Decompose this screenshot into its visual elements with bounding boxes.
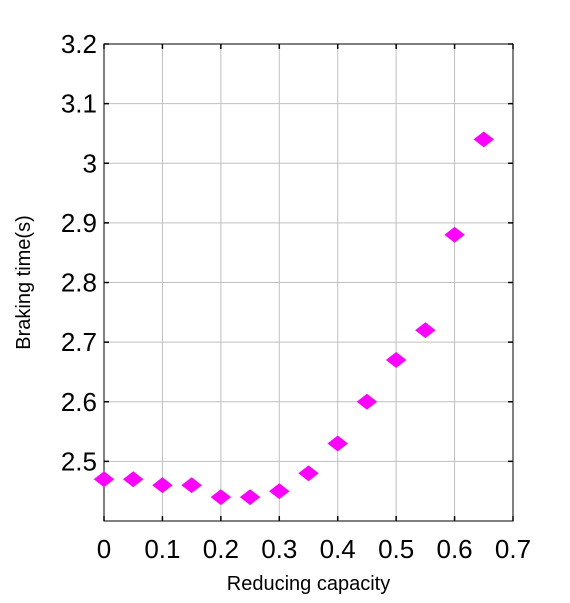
- x-tick-label: 0.7: [495, 534, 531, 564]
- x-tick-label: 0.4: [320, 534, 356, 564]
- data-point: [415, 322, 436, 339]
- y-tick-label: 2.8: [61, 268, 97, 298]
- y-axis-title: Braking time(s): [13, 215, 35, 349]
- data-points: [93, 131, 495, 506]
- data-point: [181, 477, 202, 494]
- y-tick-labels: 2.5 2.6 2.7 2.8 2.9 3 3.1 3.2: [61, 29, 97, 476]
- data-point: [444, 226, 465, 243]
- y-tick-label: 2.7: [61, 327, 97, 357]
- data-point: [152, 477, 173, 494]
- plot-area-frame: [103, 43, 514, 522]
- data-point: [122, 471, 144, 488]
- y-tick-label: 2.5: [61, 446, 97, 476]
- x-axis-title: Reducing capacity: [227, 573, 390, 595]
- x-tick-label: 0.1: [144, 534, 180, 564]
- data-point: [356, 393, 378, 410]
- x-tick-label: 0.3: [261, 534, 297, 564]
- x-tick-labels: 0 0.1 0.2 0.3 0.4 0.5 0.6 0.7: [97, 534, 531, 564]
- data-point: [298, 465, 319, 482]
- y-tick-label: 3.1: [61, 89, 97, 119]
- y-tick-label: 2.6: [61, 387, 97, 417]
- data-point: [269, 483, 290, 500]
- y-tick-label: 3: [83, 148, 97, 178]
- grid-lines: [103, 43, 514, 521]
- data-point: [327, 435, 348, 452]
- x-tick-label: 0.2: [203, 534, 239, 564]
- x-tick-label: 0.5: [378, 534, 414, 564]
- y-tick-label: 2.9: [61, 208, 97, 238]
- data-point: [210, 489, 232, 506]
- data-point: [385, 352, 407, 368]
- y-tick-label: 3.2: [61, 29, 97, 59]
- x-tick-label: 0.6: [436, 534, 472, 564]
- data-point: [473, 131, 495, 148]
- x-tick-label: 0: [97, 534, 111, 564]
- data-point: [93, 471, 115, 488]
- data-point: [239, 489, 261, 506]
